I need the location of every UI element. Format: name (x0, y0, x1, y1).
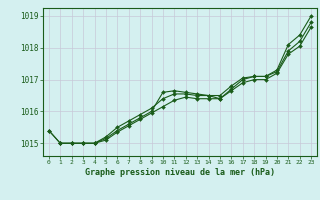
X-axis label: Graphe pression niveau de la mer (hPa): Graphe pression niveau de la mer (hPa) (85, 168, 275, 177)
